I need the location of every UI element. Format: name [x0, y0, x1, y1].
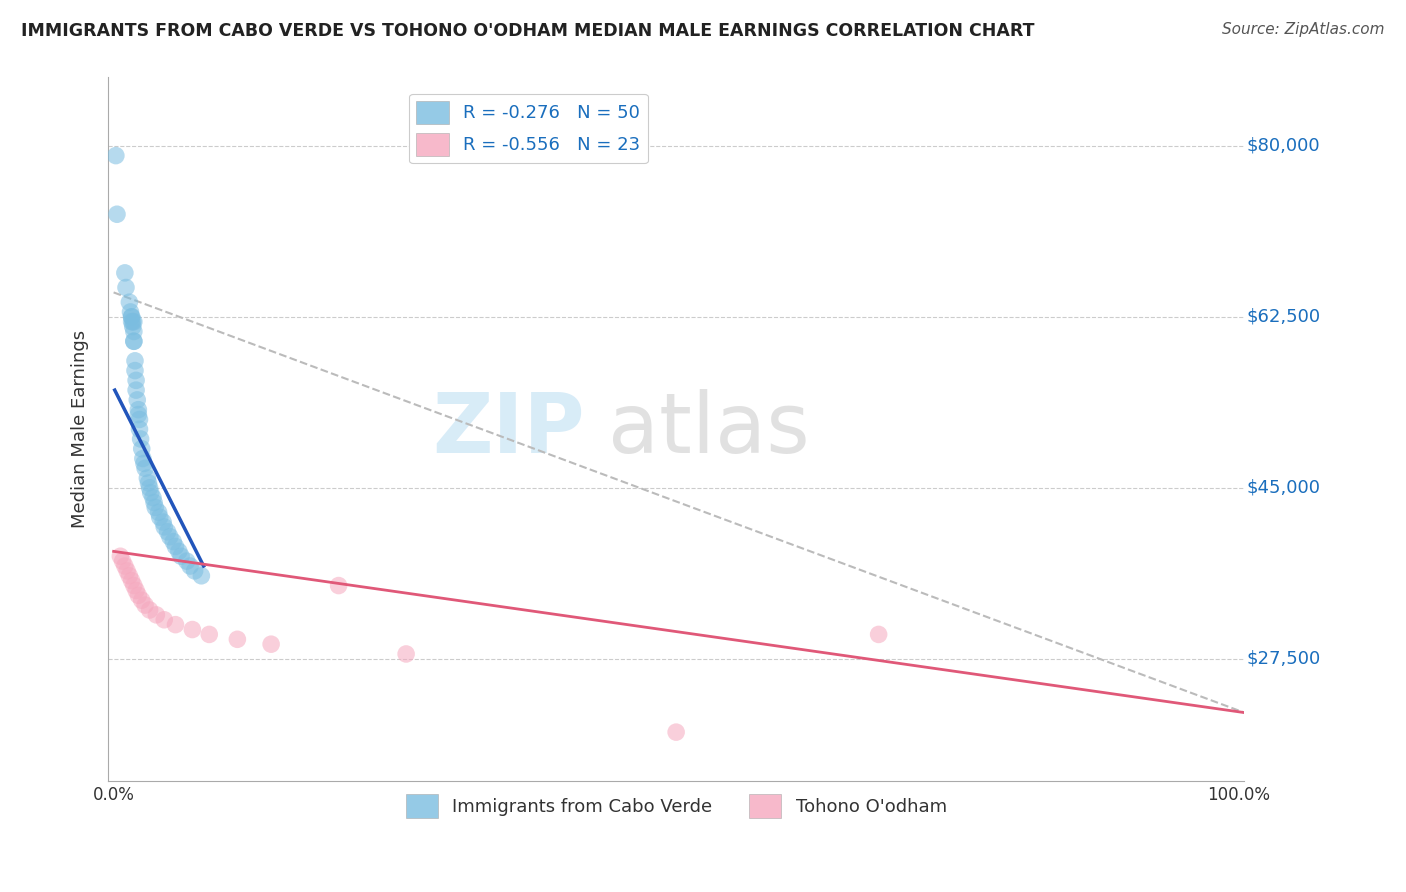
- Point: [118, 569, 141, 583]
- Point: [167, 544, 190, 558]
- Point: [127, 408, 149, 422]
- Point: [134, 461, 156, 475]
- Point: [122, 325, 145, 339]
- Text: ZIP: ZIP: [433, 389, 585, 470]
- Point: [121, 574, 143, 588]
- Point: [190, 569, 212, 583]
- Point: [104, 148, 127, 162]
- Point: [181, 623, 204, 637]
- Point: [131, 442, 153, 456]
- Point: [127, 588, 149, 602]
- Point: [132, 451, 155, 466]
- Point: [115, 280, 138, 294]
- Point: [118, 295, 141, 310]
- Point: [121, 315, 143, 329]
- Point: [120, 305, 142, 319]
- Point: [122, 315, 145, 329]
- Point: [153, 613, 176, 627]
- Point: [143, 500, 166, 515]
- Point: [132, 457, 155, 471]
- Point: [170, 549, 193, 564]
- Text: $45,000: $45,000: [1247, 479, 1320, 497]
- Point: [138, 475, 160, 490]
- Point: [142, 491, 165, 505]
- Text: IMMIGRANTS FROM CABO VERDE VS TOHONO O'ODHAM MEDIAN MALE EARNINGS CORRELATION CH: IMMIGRANTS FROM CABO VERDE VS TOHONO O'O…: [21, 22, 1035, 40]
- Legend: Immigrants from Cabo Verde, Tohono O'odham: Immigrants from Cabo Verde, Tohono O'odh…: [398, 787, 955, 825]
- Point: [121, 310, 143, 324]
- Point: [183, 564, 205, 578]
- Point: [145, 607, 167, 622]
- Point: [115, 564, 138, 578]
- Point: [122, 334, 145, 349]
- Point: [105, 207, 128, 221]
- Point: [260, 637, 283, 651]
- Text: $27,500: $27,500: [1247, 650, 1320, 668]
- Point: [226, 632, 249, 647]
- Point: [328, 578, 350, 592]
- Point: [165, 617, 187, 632]
- Point: [129, 432, 152, 446]
- Point: [148, 505, 170, 519]
- Point: [136, 471, 159, 485]
- Point: [121, 315, 143, 329]
- Point: [128, 422, 150, 436]
- Text: atlas: atlas: [607, 389, 810, 470]
- Point: [134, 598, 156, 612]
- Point: [125, 583, 148, 598]
- Point: [198, 627, 221, 641]
- Point: [110, 549, 132, 564]
- Point: [121, 310, 143, 324]
- Point: [176, 554, 198, 568]
- Point: [868, 627, 890, 641]
- Point: [124, 354, 146, 368]
- Point: [122, 578, 145, 592]
- Text: $62,500: $62,500: [1247, 308, 1320, 326]
- Point: [162, 534, 184, 549]
- Point: [122, 334, 145, 349]
- Text: Source: ZipAtlas.com: Source: ZipAtlas.com: [1222, 22, 1385, 37]
- Point: [138, 481, 160, 495]
- Point: [114, 266, 136, 280]
- Point: [139, 485, 162, 500]
- Point: [127, 392, 149, 407]
- Point: [121, 319, 143, 334]
- Point: [111, 554, 134, 568]
- Point: [665, 725, 688, 739]
- Y-axis label: Median Male Earnings: Median Male Earnings: [72, 330, 89, 528]
- Point: [179, 559, 201, 574]
- Point: [131, 593, 153, 607]
- Point: [395, 647, 418, 661]
- Point: [159, 530, 181, 544]
- Point: [138, 603, 160, 617]
- Point: [156, 524, 179, 539]
- Point: [149, 510, 172, 524]
- Text: $80,000: $80,000: [1247, 136, 1320, 155]
- Point: [127, 402, 149, 417]
- Point: [128, 412, 150, 426]
- Point: [125, 383, 148, 397]
- Point: [114, 559, 136, 574]
- Point: [153, 520, 176, 534]
- Point: [165, 540, 187, 554]
- Point: [143, 495, 166, 509]
- Point: [124, 363, 146, 377]
- Point: [125, 373, 148, 387]
- Point: [152, 515, 174, 529]
